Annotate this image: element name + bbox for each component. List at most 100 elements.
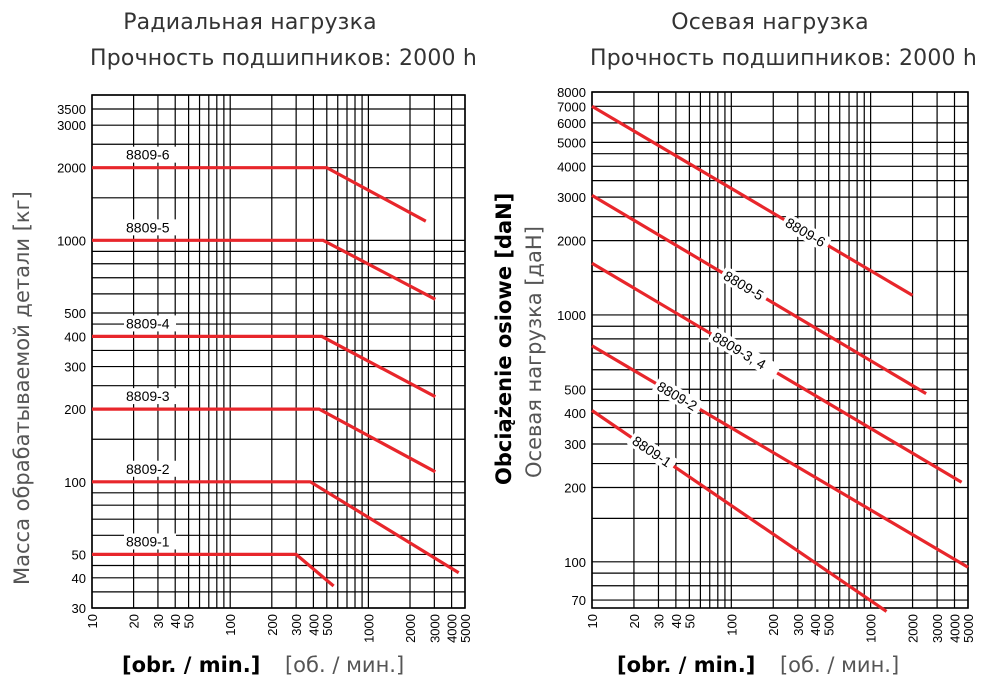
- y-tick-label: 6000: [557, 116, 586, 131]
- series-label: 8809-2: [654, 378, 700, 414]
- x-tick-label: 2000: [403, 614, 418, 643]
- right-x-axis-label-ru: [об. / мин.]: [779, 653, 900, 677]
- x-tick-label: 200: [766, 614, 781, 636]
- left-x-axis-label-ru: [об. / мин.]: [284, 653, 405, 677]
- y-tick-label: 500: [564, 382, 586, 397]
- series-label-bg: [124, 146, 176, 163]
- x-tick-label: 1000: [361, 614, 376, 643]
- y-tick-label: 1000: [557, 308, 586, 323]
- x-tick-label: 10: [85, 614, 100, 628]
- x-tick-label: 500: [320, 614, 335, 636]
- series-line-8809-1: [92, 552, 335, 588]
- x-tick-label: 3000: [930, 614, 945, 643]
- y-tick-label: 40: [72, 571, 86, 586]
- x-tick-label: 50: [682, 614, 697, 628]
- y-tick-label: 3500: [57, 102, 86, 117]
- x-tick-label: 4000: [947, 614, 962, 643]
- y-tick-label: 8000: [557, 85, 586, 100]
- x-tick-label: 400: [808, 614, 823, 636]
- right-chart-subtitle: Прочность подшипников: 2000 h: [590, 46, 978, 71]
- x-tick-label: 10: [585, 614, 600, 628]
- x-tick-label: 3000: [427, 614, 442, 643]
- left-chart-subtitle: Прочность подшипников: 2000 h: [90, 46, 478, 71]
- series-label-group: 8809-1: [626, 430, 679, 473]
- plot-frame: [91, 94, 466, 609]
- series-label: 8809-5: [721, 267, 767, 303]
- series-label: 8809-3, 4: [710, 329, 769, 373]
- series-label-bg: [124, 460, 176, 477]
- y-tick-label: 200: [564, 480, 586, 495]
- y-tick-label: 70: [572, 593, 586, 608]
- y-tick-label: 5000: [557, 135, 586, 150]
- series-label: 8809-2: [126, 461, 170, 477]
- series-line-8809-5: [92, 238, 437, 301]
- x-tick-label: 40: [168, 614, 183, 628]
- x-tick-label: 2000: [906, 614, 921, 643]
- x-tick-label: 30: [651, 614, 666, 628]
- y-tick-label: 2000: [57, 161, 86, 176]
- x-tick-label: 100: [724, 614, 739, 636]
- x-tick-label: 20: [627, 614, 642, 628]
- y-tick-label: 200: [64, 402, 86, 417]
- x-tick-label: 500: [822, 614, 837, 636]
- series-label: 8809-1: [629, 433, 674, 471]
- series-label-bg: [124, 315, 176, 332]
- series-label-bg: [124, 219, 176, 236]
- series-label-bg: [718, 265, 771, 306]
- right-chart: 7010020030040050010002000300040005000600…: [557, 85, 976, 643]
- right-x-axis-label-bold: [obr. / min.]: [617, 653, 756, 677]
- y-tick-label: 400: [564, 406, 586, 421]
- x-tick-label: 40: [669, 614, 684, 628]
- x-tick-label: 200: [265, 614, 280, 636]
- x-tick-label: 400: [306, 614, 321, 636]
- y-tick-label: 4000: [557, 159, 586, 174]
- y-tick-label: 3000: [557, 190, 586, 205]
- left-x-axis-label: [obr. / min.] [об. / мин.]: [122, 653, 404, 677]
- series-label: 8809-5: [126, 219, 170, 235]
- series-line-8809-2: [591, 344, 969, 569]
- series-label: 8809-6: [126, 147, 170, 163]
- series-label: 8809-4: [126, 315, 170, 331]
- x-tick-label: 5000: [961, 614, 976, 643]
- y-tick-label: 100: [564, 555, 586, 570]
- x-tick-label: 1000: [864, 614, 879, 643]
- x-tick-label: 20: [127, 614, 142, 628]
- right-x-axis-label: [obr. / min.] [об. / мин.]: [617, 653, 899, 677]
- y-tick-label: 300: [564, 437, 586, 452]
- series-line-8809-4: [92, 334, 437, 399]
- x-tick-label: 50: [182, 614, 197, 628]
- series-label-bg: [707, 327, 782, 380]
- series-line-8809-6: [591, 104, 914, 297]
- y-tick-label: 100: [64, 475, 86, 490]
- y-tick-label: 2000: [557, 234, 586, 249]
- series-line-8809-6: [92, 166, 427, 223]
- series-label: 8809-6: [783, 214, 829, 250]
- series-label-bg: [124, 533, 176, 550]
- series-label-bg: [124, 388, 176, 405]
- left-chart-title: Радиальная нагрузка: [123, 10, 377, 35]
- y-tick-label: 300: [64, 360, 86, 375]
- x-tick-label: 300: [791, 614, 806, 636]
- series-label: 8809-1: [126, 533, 170, 549]
- series-label-group: 8809-6: [780, 212, 833, 253]
- x-tick-label: 4000: [445, 614, 460, 643]
- series-line-8809-2: [92, 480, 460, 575]
- y-tick-label: 500: [64, 306, 86, 321]
- series-label-bg: [651, 376, 704, 417]
- y-tick-label: 30: [72, 601, 86, 616]
- y-tick-label: 7000: [557, 99, 586, 114]
- series-label-bg: [626, 430, 679, 473]
- y-tick-label: 50: [72, 547, 86, 562]
- x-tick-label: 100: [223, 614, 238, 636]
- series-label-bg: [780, 212, 833, 253]
- right-chart-title: Осевая нагрузка: [671, 10, 869, 35]
- series-label: 8809-3: [126, 388, 170, 404]
- series-label-group: 8809-2: [651, 376, 704, 417]
- plot-frame: [591, 91, 969, 609]
- y-tick-label: 1000: [57, 233, 86, 248]
- x-tick-label: 30: [151, 614, 166, 628]
- left-x-axis-label-bold: [obr. / min.]: [122, 653, 261, 677]
- series-line-8809-3: [92, 407, 437, 474]
